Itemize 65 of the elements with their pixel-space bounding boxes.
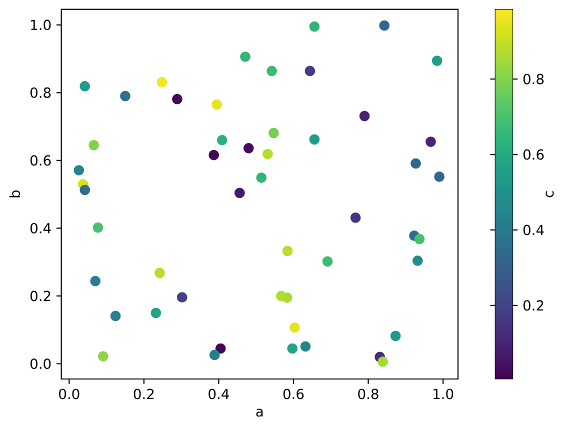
x-tick-label: 1.0 [434,388,454,400]
point [98,351,108,362]
point [412,256,423,266]
y-tick-label: 0.0 [30,358,51,369]
y-tick-label: 0.2 [30,290,50,302]
point [304,66,316,76]
point [262,148,273,160]
y-tick-label: 0.6 [30,155,51,166]
color-bar-label: 0.2 [523,300,544,311]
point [172,94,182,104]
x-tick-label: 0.8 [358,388,378,400]
point [309,134,320,145]
point [434,172,444,182]
point [379,20,390,31]
point [80,184,90,196]
point [176,292,188,303]
x-tick-label: 0.4 [208,388,229,400]
x-tick-label: 0.0 [59,388,80,400]
point [209,350,220,360]
point [88,140,100,150]
point [156,76,168,88]
point [359,110,370,122]
point [432,56,442,66]
point [240,52,250,62]
color-bar-label: 0.4 [523,224,544,236]
x-axis-title: a [256,408,263,417]
point [90,276,101,286]
point [322,256,333,267]
point [410,158,421,169]
point [378,356,388,367]
point [154,268,165,278]
point [74,165,84,176]
point [234,188,245,198]
point [212,99,222,110]
point [300,341,311,352]
color-bar-title: c [546,191,554,198]
point [120,90,130,102]
point [350,212,361,223]
point [92,222,104,233]
point [282,292,292,303]
point [80,81,90,92]
point [289,322,300,333]
point [215,343,226,354]
point [266,66,277,76]
point [256,172,267,183]
point [110,310,121,322]
y-tick-label: 0.8 [30,87,51,98]
point [243,143,254,154]
y-axis-title: b [9,190,20,198]
point [216,134,228,146]
color-bar-label: 0.8 [523,74,544,84]
point [390,330,401,342]
point [268,128,279,138]
point [287,343,298,354]
point [150,308,162,318]
x-tick-label: 0.2 [134,388,154,400]
point [282,246,293,256]
point [309,21,320,32]
point [426,136,436,147]
color-bar-label: 0.6 [523,149,544,160]
point [414,234,425,244]
point [208,150,220,160]
x-tick-label: 0.6 [283,388,304,400]
y-tick-label: 1.0 [31,20,51,30]
y-tick-label: 0.4 [30,222,51,234]
